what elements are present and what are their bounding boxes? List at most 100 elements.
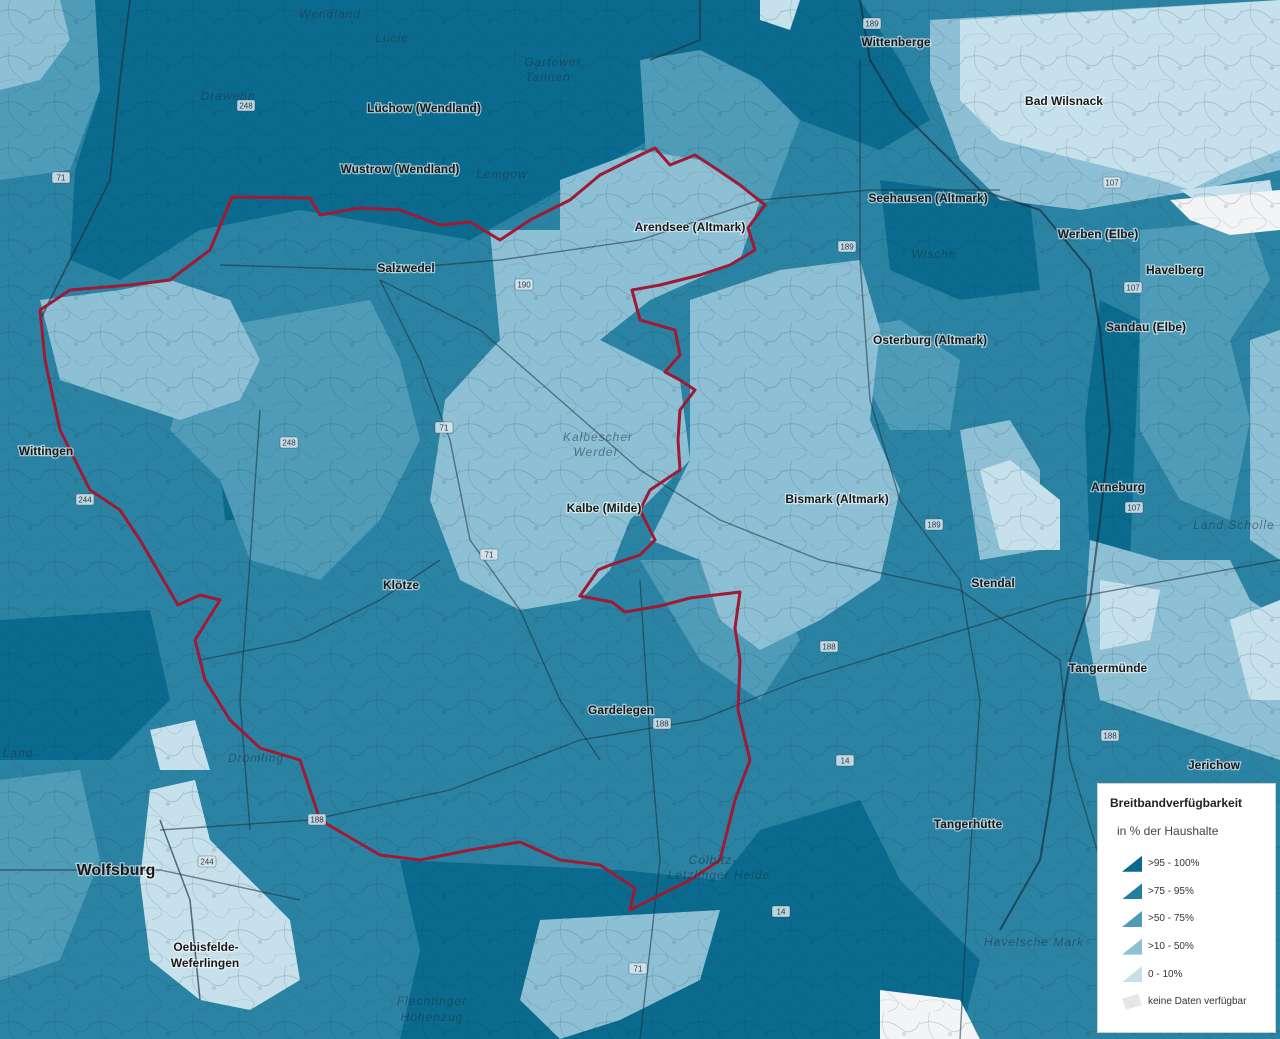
svg-text:188: 188 [1103,732,1117,741]
place-label-arendsee-altmark: Arendsee (Altmark) [635,220,746,234]
map-legend: Breitbandverfügbarkeit in % der Haushalt… [1097,783,1276,1033]
place-label-kalbe-milde: Kalbe (Milde) [567,501,642,515]
region-label-land: Land [3,746,34,760]
region-label-werder: Werder [573,445,618,459]
place-label-tangerhütte: Tangerhütte [934,817,1003,831]
place-label-klötze: Klötze [383,578,419,592]
svg-text:107: 107 [1105,179,1119,188]
legend-item: >10 - 50% [1110,933,1265,961]
road-shield-189: 189 [837,240,857,253]
road-shield-71: 71 [628,962,648,975]
road-shield-188: 188 [652,717,672,730]
elbe-river [859,0,1112,931]
legend-title: Breitbandverfügbarkeit [1110,796,1243,810]
legend-item-label: >75 - 95% [1148,885,1194,897]
place-label-bad-wilsnack: Bad Wilsnack [1025,94,1103,108]
legend-swatch-icon [1122,883,1142,900]
region-label-kalbescher: Kalbescher [563,430,633,444]
region-label-wendland: Wendland [299,7,361,21]
svg-text:71: 71 [634,965,643,974]
place-label-wustrow-wendland: Wustrow (Wendland) [341,162,460,176]
place-labels: Wittenberge Bad Wilsnack Lüchow (Wendland)… [17,34,1241,972]
road-shields: 189 71 248 190 189 107 107 107 188 189 71 188 188 14 1… [51,17,1144,975]
svg-text:188: 188 [310,816,324,825]
road-shield-190: 190 [514,278,534,291]
place-label-wittenberge: Wittenberge [861,35,931,49]
legend-item: >75 - 95% [1110,878,1265,906]
place-label-oebisfelde: Oebisfelde- [173,940,238,954]
region-label-drawehn: Drawehn [200,89,255,103]
svg-text:244: 244 [200,858,214,867]
region-label-lemgow: Lemgow [476,167,528,181]
place-label-jerichow: Jerichow [1188,758,1241,772]
major-roads [0,60,1280,1039]
region-label-höhenzug: Höhenzug [401,1010,464,1024]
place-label-sandau-elbe: Sandau (Elbe) [1106,320,1186,334]
road-shield-107: 107 [1124,501,1144,514]
place-label-wolfsburg: Wolfsburg [77,862,156,879]
state-border [39,0,701,1001]
svg-text:71: 71 [440,424,449,433]
svg-text:189: 189 [927,521,941,530]
road-shield-244: 244 [197,855,217,868]
legend-item: >50 - 75% [1110,905,1265,933]
region-label-letzlinger-heide: Letzlinger Heide [668,868,771,882]
legend-item: >95 - 100% [1110,850,1265,878]
road-shield-107: 107 [1102,176,1122,189]
legend-item-label: 0 - 10% [1148,968,1183,980]
place-label-tangermünde: Tangermünde [1069,661,1148,675]
place-label-seehausen-altmark: Seehausen (Altmark) [868,191,987,205]
region-label-lucie: Lucie [375,31,409,45]
road-shield-14: 14 [835,754,855,767]
road-shield-14: 14 [771,905,791,918]
road-shield-188: 188 [307,813,327,826]
place-label-osterburg-altmark: Osterburg (Altmark) [873,333,987,347]
svg-text:189: 189 [840,243,854,252]
place-label-weferlingen: Weferlingen [171,956,239,970]
road-shield-188: 188 [1100,729,1120,742]
district-boundary [38,146,767,912]
region-label-gartower: Gartower [524,55,581,69]
region-label-wische: Wische [911,247,956,261]
svg-text:248: 248 [239,102,253,111]
legend-swatch-icon [1122,966,1142,983]
place-label-lüchow-wendland: Lüchow (Wendland) [367,101,481,115]
region-label-drömling: Drömling [228,751,284,765]
legend-items: >95 - 100% >75 - 95% >50 - 75% >10 - 50% 0 -… [1110,850,1265,1016]
legend-item-label: >95 - 100% [1148,858,1200,870]
road-shield-189: 189 [924,518,944,531]
place-label-salzwedel: Salzwedel [377,261,434,275]
road-shield-244: 244 [75,493,95,506]
svg-text:71: 71 [485,551,494,560]
legend-item-label: >50 - 75% [1148,913,1194,925]
legend-swatch-icon [1122,993,1142,1010]
svg-text:244: 244 [78,496,92,505]
place-label-gardelegen: Gardelegen [588,703,654,717]
road-shield-71: 71 [434,421,454,434]
place-label-bismark-altmark: Bismark (Altmark) [785,492,888,506]
region-label-havelsche-mark: Havelsche Mark [984,935,1084,949]
svg-text:14: 14 [841,757,850,766]
region-label-colbitz: Colbitz- [689,853,738,867]
region-label-tannen: Tannen [525,70,571,84]
svg-text:71: 71 [57,174,66,183]
road-shield-71: 71 [479,548,499,561]
place-label-havelberg: Havelberg [1146,263,1204,277]
region-label-land-scholle: Land Scholle [1193,518,1274,532]
svg-text:190: 190 [517,281,531,290]
svg-text:188: 188 [822,643,836,652]
svg-text:188: 188 [655,720,669,729]
place-label-stendal: Stendal [971,576,1014,590]
svg-text:107: 107 [1126,284,1140,293]
road-shield-248: 248 [279,436,299,449]
legend-swatch-icon [1122,855,1142,872]
road-shield-248: 248 [236,99,256,112]
svg-text:189: 189 [865,20,879,29]
road-shield-71: 71 [51,171,71,184]
road-shield-189: 189 [862,17,882,30]
legend-item-label: >10 - 50% [1148,941,1194,953]
legend-item-label: keine Daten verfügbar [1148,996,1247,1008]
svg-text:248: 248 [282,439,296,448]
